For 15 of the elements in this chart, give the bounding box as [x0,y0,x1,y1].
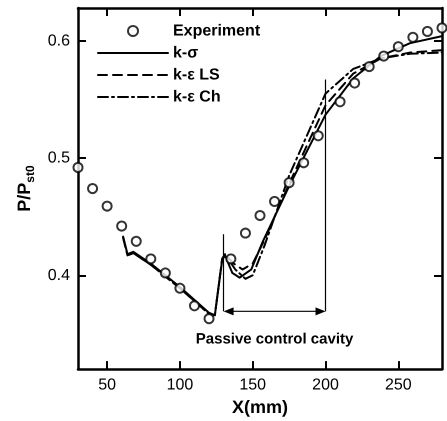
x-tick-label: 150 [239,376,266,394]
x-axis-title: X(mm) [232,397,288,417]
x-tick-label: 200 [312,376,339,394]
legend-label: Experiment [173,22,261,40]
x-tick-label: 50 [98,376,116,394]
y-tick-label: 0.4 [48,266,70,284]
x-tick-label: 250 [384,376,412,394]
y-axis-title: P/Pst0 [14,165,37,212]
y-tick-label: 0.6 [48,32,70,50]
y-tick-label: 0.5 [48,150,70,167]
annotation: Passive control cavity [196,330,354,348]
legend-label: k-ε Ch [173,88,221,106]
legend-label: k-σ [173,44,198,62]
x-tick-label: 100 [166,376,194,394]
legend-label: k-ε LS [173,66,220,84]
